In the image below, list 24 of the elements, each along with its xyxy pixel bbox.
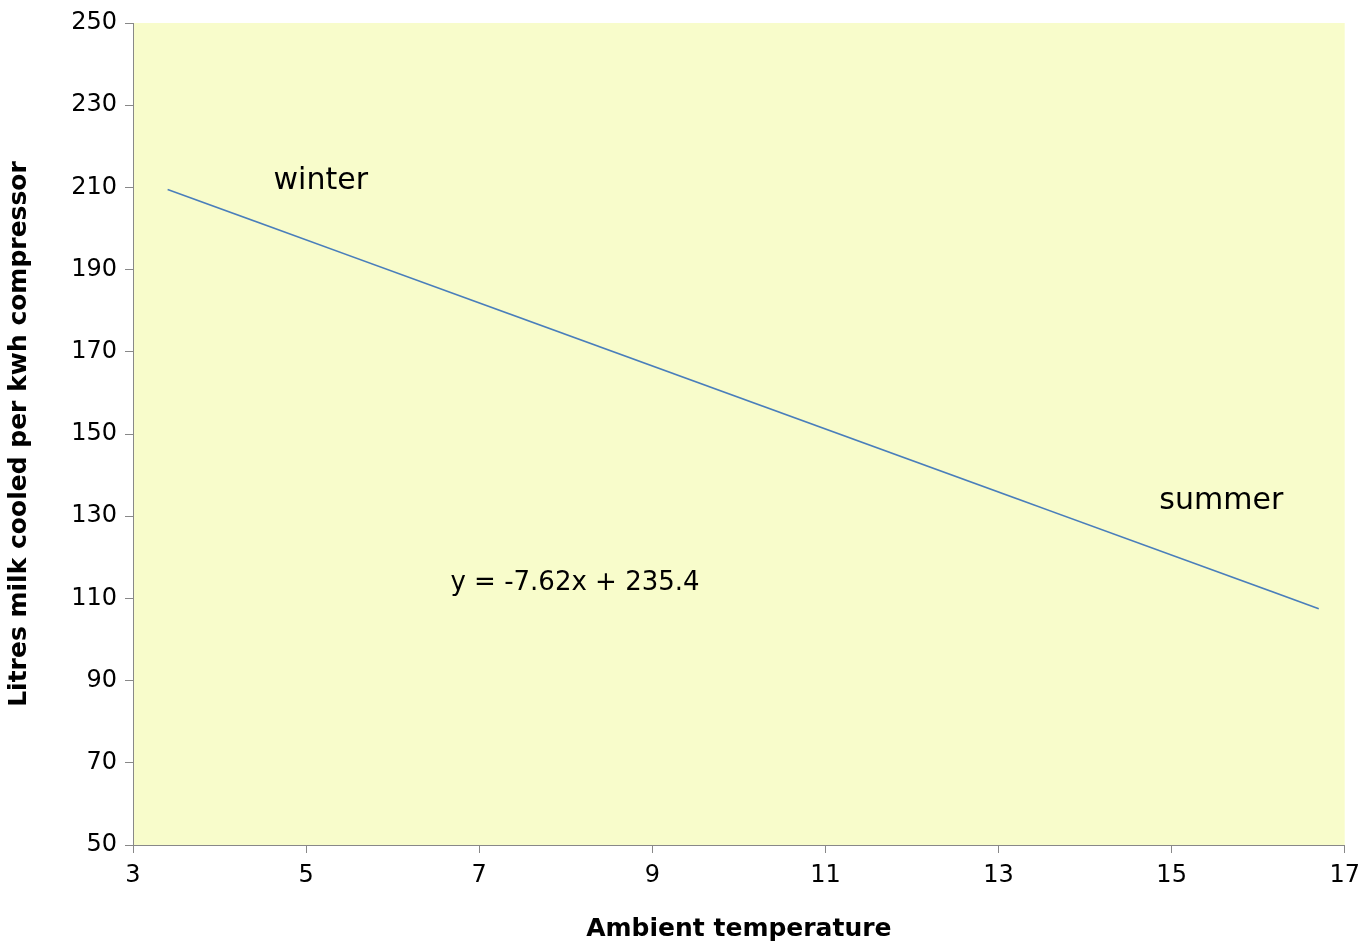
x-tick-label: 5 (298, 859, 314, 888)
x-tick-label: 3 (125, 859, 141, 888)
y-tick-label: 210 (71, 171, 117, 200)
y-tick-label: 110 (71, 582, 117, 611)
y-tick-label: 90 (86, 664, 117, 693)
y-tick-label: 250 (71, 7, 117, 36)
x-tick-label: 15 (1156, 859, 1187, 888)
annotation: y = -7.62x + 235.4 (450, 566, 700, 597)
annotation: summer (1159, 481, 1284, 517)
y-tick-label: 230 (71, 89, 117, 118)
x-tick-label: 11 (810, 859, 841, 888)
y-tick-label: 190 (71, 253, 117, 282)
annotation: winter (273, 161, 369, 197)
y-axis-title: Litres milk cooled per kwh compressor (2, 160, 32, 707)
x-tick-label: 9 (644, 859, 660, 888)
y-tick-label: 150 (71, 418, 117, 447)
x-tick-label: 7 (471, 859, 487, 888)
x-tick-label: 17 (1329, 859, 1360, 888)
y-tick-label: 70 (86, 747, 117, 776)
x-axis-title: Ambient temperature (586, 912, 892, 942)
y-tick-label: 50 (86, 829, 117, 858)
y-tick-label: 170 (71, 336, 117, 365)
x-tick-label: 13 (983, 859, 1014, 888)
y-tick-label: 130 (71, 500, 117, 529)
